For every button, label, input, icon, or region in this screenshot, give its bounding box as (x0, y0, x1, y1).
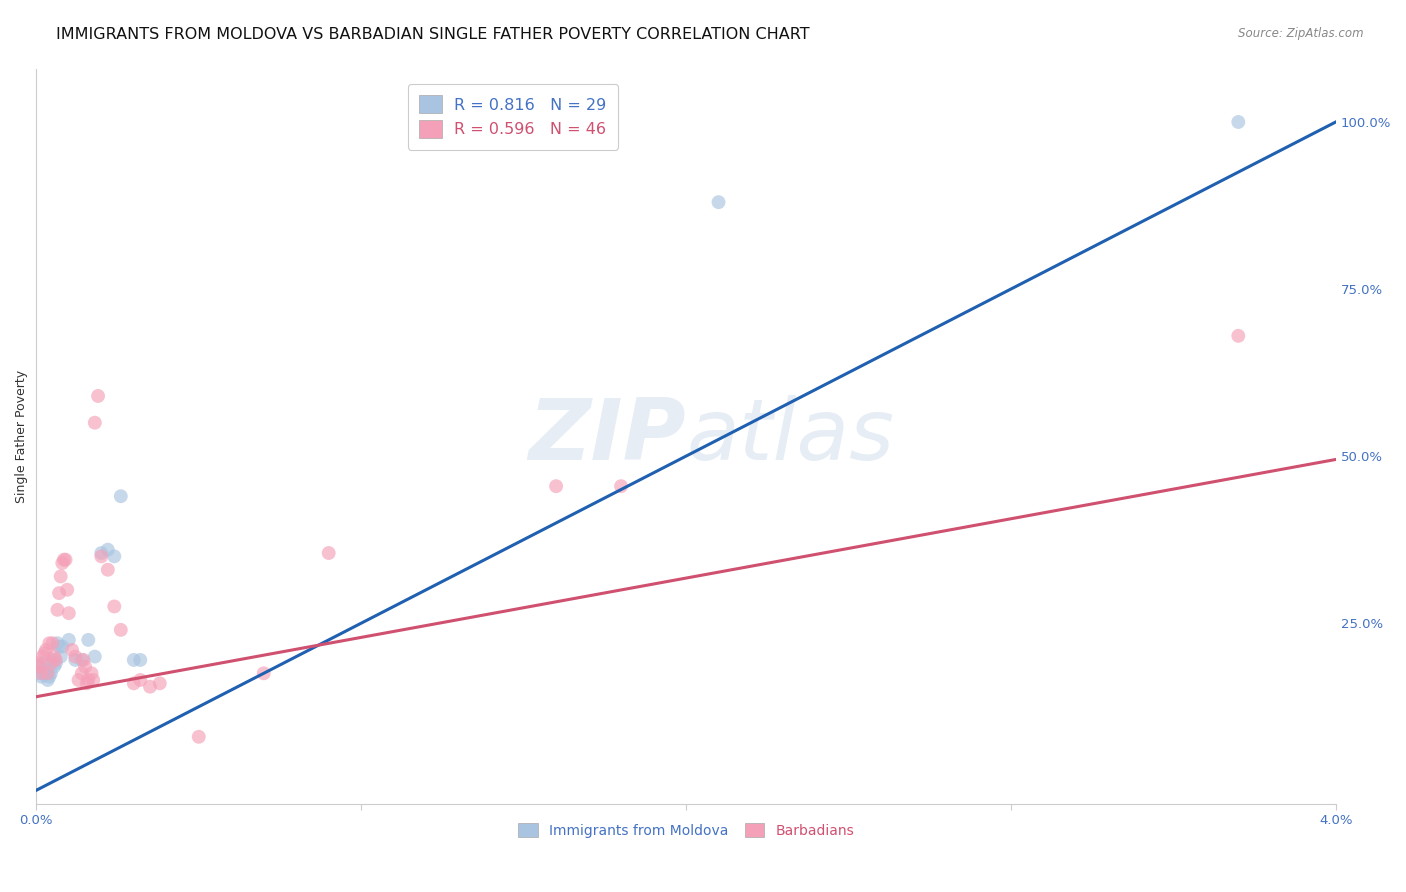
Point (28, 666, 51, 681)
Point (65, 653, 87, 667)
Point (73, 659, 96, 673)
Point (60, 643, 83, 657)
Point (48, 586, 70, 600)
Point (45, 653, 67, 667)
Point (35, 643, 58, 657)
Point (546, 479, 568, 493)
Point (90, 546, 112, 560)
Point (44, 649, 66, 664)
Point (48, 640, 70, 654)
Text: IMMIGRANTS FROM MOLDOVA VS BARBADIAN SINGLE FATHER POVERTY CORRELATION CHART: IMMIGRANTS FROM MOLDOVA VS BARBADIAN SIN… (56, 27, 810, 42)
Point (1227, 115, 1250, 129)
Point (31, 657, 53, 671)
Point (129, 653, 152, 667)
Point (37, 673, 59, 687)
Legend: Immigrants from Moldova, Barbadians: Immigrants from Moldova, Barbadians (512, 816, 860, 845)
Point (34, 646, 56, 660)
Point (122, 653, 145, 667)
Point (51, 640, 73, 654)
Point (30, 670, 52, 684)
Point (77, 632, 100, 647)
Point (39, 657, 62, 671)
Point (35, 666, 58, 681)
Point (76, 676, 98, 690)
Point (27, 657, 49, 671)
Point (103, 599, 125, 614)
Point (103, 549, 125, 564)
Point (139, 680, 162, 694)
Point (253, 666, 276, 681)
Point (39, 666, 62, 681)
Point (30, 666, 52, 681)
Point (49, 649, 72, 664)
Point (83, 416, 105, 430)
Point (65, 649, 87, 664)
Point (28, 659, 51, 673)
Text: atlas: atlas (686, 394, 894, 477)
Point (97, 542, 120, 557)
Point (87, 389, 110, 403)
Point (97, 563, 120, 577)
Point (37, 666, 59, 681)
Point (41, 653, 63, 667)
Point (41, 636, 63, 650)
Point (58, 632, 80, 647)
Point (72, 653, 94, 667)
Point (70, 666, 93, 681)
Y-axis label: Single Father Poverty: Single Father Poverty (15, 369, 28, 502)
Point (149, 676, 172, 690)
Point (55, 552, 77, 566)
Point (82, 673, 104, 687)
Point (46, 636, 69, 650)
Point (67, 673, 90, 687)
Point (110, 489, 132, 503)
Point (31, 649, 53, 664)
Point (27, 659, 49, 673)
Point (318, 546, 340, 560)
Point (187, 730, 209, 744)
Point (80, 666, 103, 681)
Point (77, 673, 100, 687)
Point (34, 663, 56, 677)
Point (83, 649, 105, 664)
Point (52, 552, 75, 566)
Point (49, 569, 72, 583)
Point (610, 479, 633, 493)
Point (70, 653, 93, 667)
Point (110, 623, 132, 637)
Point (707, 195, 730, 210)
Point (1227, 328, 1250, 343)
Point (51, 556, 73, 570)
Point (45, 657, 67, 671)
Text: ZIP: ZIP (529, 394, 686, 477)
Point (56, 582, 79, 597)
Point (46, 603, 69, 617)
Point (90, 549, 112, 564)
Point (122, 676, 145, 690)
Point (58, 606, 80, 620)
Point (38, 636, 60, 650)
Point (44, 659, 66, 673)
Point (129, 673, 152, 687)
Point (38, 670, 60, 684)
Text: Source: ZipAtlas.com: Source: ZipAtlas.com (1239, 27, 1364, 40)
